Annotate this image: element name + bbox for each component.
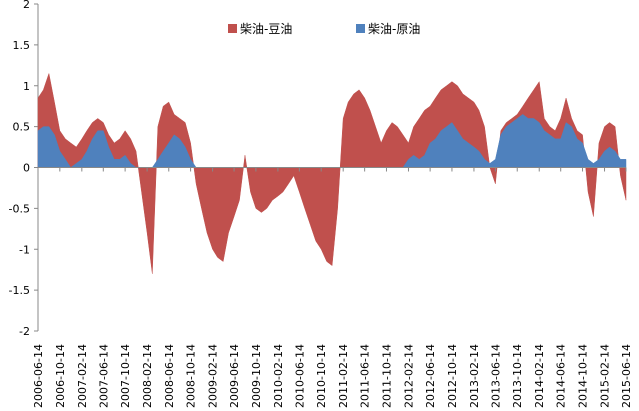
legend-label-diesel-soyoil: 柴油-豆油 — [240, 22, 292, 36]
x-tick-label: 2013-02-14 — [468, 344, 481, 408]
legend-swatch-diesel-soyoil — [228, 24, 237, 33]
y-tick-label: 1 — [23, 80, 30, 93]
x-tick-label: 2009-02-14 — [207, 344, 220, 408]
legend-label-diesel-crude: 柴油-原油 — [368, 22, 420, 36]
x-axis: 2006-06-14 2006-10-14 2007-02-14 2007-06-14… — [32, 167, 633, 408]
x-tick-label: 2010-02-14 — [272, 344, 285, 408]
x-tick-label: 2015-02-14 — [599, 344, 612, 408]
legend-swatch-diesel-crude — [356, 24, 365, 33]
y-tick-label: 1.5 — [13, 39, 31, 52]
x-tick-label: 2008-10-14 — [185, 344, 198, 408]
x-tick-label: 2012-10-14 — [446, 344, 459, 408]
x-tick-label: 2010-06-14 — [293, 344, 306, 408]
plot-area — [37, 72, 627, 274]
y-tick-label: -2 — [19, 325, 30, 338]
y-tick-label: 0 — [23, 162, 30, 175]
x-tick-label: 2008-06-14 — [163, 344, 176, 408]
x-tick-label: 2012-06-14 — [424, 344, 437, 408]
x-tick-label: 2009-06-14 — [228, 344, 241, 408]
x-tick-label: 2014-02-14 — [533, 344, 546, 408]
x-tick-label: 2013-10-14 — [511, 344, 524, 408]
x-tick-label: 2010-10-14 — [315, 344, 328, 408]
x-tick-label: 2013-06-14 — [489, 344, 502, 408]
x-tick-label: 2014-06-14 — [555, 344, 568, 408]
series-area-diesel-soyoil — [37, 72, 627, 274]
x-tick-label: 2007-06-14 — [97, 344, 110, 408]
x-tick-label: 2011-02-14 — [337, 344, 350, 408]
y-tick-label: 0.5 — [13, 121, 31, 134]
x-tick-label: 2006-10-14 — [54, 344, 67, 408]
x-tick-label: 2009-10-14 — [250, 344, 263, 408]
x-tick-label: 2007-02-14 — [76, 344, 89, 408]
legend: 柴油-豆油 柴油-原油 — [228, 22, 420, 36]
x-tick-label: 2012-02-14 — [402, 344, 415, 408]
y-axis: 2 1.5 1 0.5 0 -0.5 -1 -1.5 -2 — [9, 0, 39, 338]
x-tick-label: 2007-10-14 — [119, 344, 132, 408]
x-tick-label: 2008-02-14 — [141, 344, 154, 408]
y-tick-label: 2 — [23, 0, 30, 11]
x-tick-label: 2011-10-14 — [380, 344, 393, 408]
x-tick-label: 2015-06-14 — [620, 344, 633, 408]
x-tick-label: 2006-06-14 — [32, 344, 45, 408]
y-tick-label: -0.5 — [9, 202, 30, 215]
y-tick-label: -1 — [19, 243, 30, 256]
x-tick-label: 2014-10-14 — [577, 344, 590, 408]
x-tick-label: 2011-06-14 — [359, 344, 372, 408]
y-tick-label: -1.5 — [9, 284, 30, 297]
